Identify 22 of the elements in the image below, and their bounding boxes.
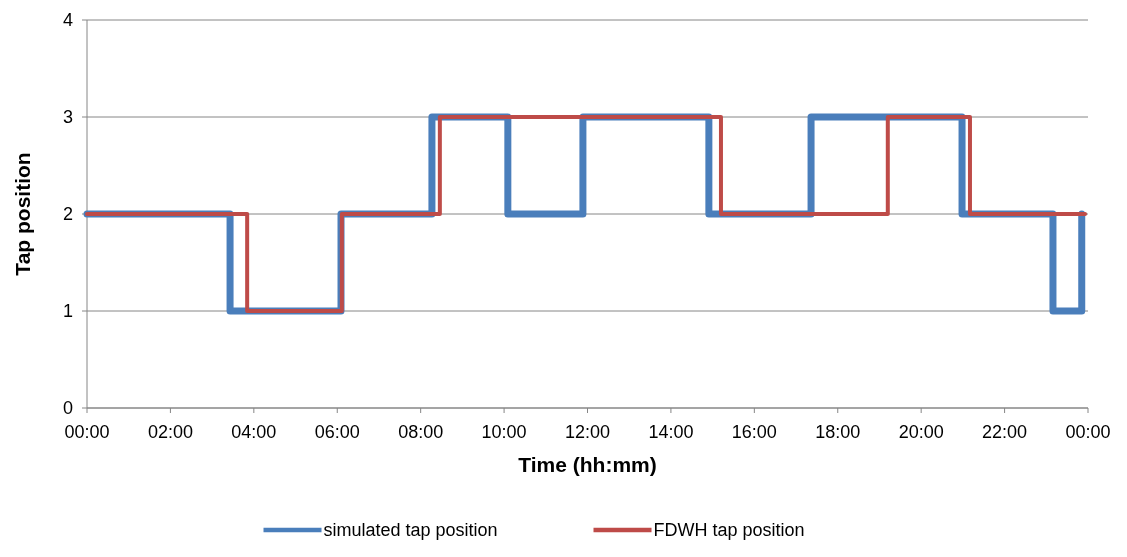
x-tick-label: 08:00 — [398, 422, 444, 442]
y-tick-label: 2 — [62, 204, 73, 225]
x-tick-label: 00:00 — [1065, 422, 1111, 442]
y-tick-label: 4 — [62, 10, 73, 31]
legend-label: FDWH tap position — [653, 520, 805, 541]
x-tick-label: 16:00 — [731, 422, 777, 442]
x-tick-label: 12:00 — [564, 422, 611, 442]
x-tick-label: 02:00 — [147, 422, 193, 442]
x-tick-label: 22:00 — [982, 422, 1028, 442]
x-tick-label: 20:00 — [898, 422, 944, 442]
x-axis-title: Time (hh:mm) — [518, 453, 657, 476]
y-axis-title: Tap position — [11, 152, 34, 276]
x-tick-label: 00:00 — [64, 422, 110, 442]
y-tick-label: 0 — [62, 398, 73, 419]
x-tick-label: 14:00 — [648, 422, 694, 442]
x-tick-label: 04:00 — [231, 422, 277, 442]
x-tick-label: 06:00 — [314, 422, 360, 442]
legend-label: simulated tap position — [323, 520, 498, 541]
y-tick-label: 1 — [62, 301, 73, 322]
y-tick-label: 3 — [62, 107, 73, 128]
x-tick-label: 18:00 — [815, 422, 861, 442]
x-tick-label: 10:00 — [481, 422, 527, 442]
